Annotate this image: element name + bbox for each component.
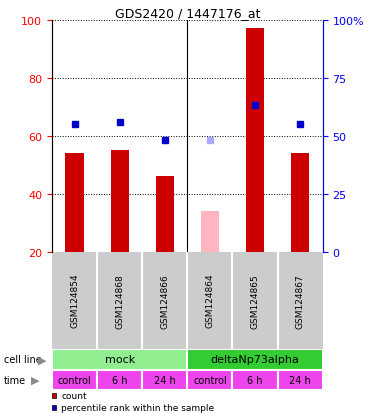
Text: 6 h: 6 h bbox=[247, 375, 263, 385]
Text: 24 h: 24 h bbox=[289, 375, 311, 385]
Text: 6 h: 6 h bbox=[112, 375, 127, 385]
Text: control: control bbox=[58, 375, 91, 385]
Text: GSM124865: GSM124865 bbox=[250, 273, 260, 328]
Text: percentile rank within the sample: percentile rank within the sample bbox=[62, 403, 214, 412]
Bar bbox=[201, 211, 219, 252]
Bar bbox=[246, 29, 264, 252]
Text: ▶: ▶ bbox=[31, 375, 39, 385]
Text: GSM124866: GSM124866 bbox=[160, 273, 169, 328]
Text: 24 h: 24 h bbox=[154, 375, 175, 385]
Bar bbox=[233, 370, 278, 390]
Bar bbox=[111, 151, 129, 252]
Bar bbox=[156, 177, 174, 252]
Text: GSM124864: GSM124864 bbox=[206, 273, 214, 328]
Text: deltaNp73alpha: deltaNp73alpha bbox=[211, 354, 299, 364]
Title: GDS2420 / 1447176_at: GDS2420 / 1447176_at bbox=[115, 7, 260, 19]
Bar bbox=[278, 370, 323, 390]
Text: ▶: ▶ bbox=[39, 354, 47, 364]
Text: control: control bbox=[193, 375, 227, 385]
Bar bbox=[187, 370, 233, 390]
Bar bbox=[97, 370, 142, 390]
Text: mock: mock bbox=[105, 354, 135, 364]
Bar bbox=[142, 370, 187, 390]
Text: GSM124867: GSM124867 bbox=[296, 273, 305, 328]
Text: cell line: cell line bbox=[4, 354, 42, 364]
Text: count: count bbox=[62, 391, 87, 400]
Bar bbox=[52, 349, 187, 370]
Bar bbox=[187, 349, 323, 370]
Bar bbox=[291, 154, 309, 252]
Text: time: time bbox=[4, 375, 26, 385]
Bar bbox=[52, 370, 97, 390]
Text: GSM124854: GSM124854 bbox=[70, 273, 79, 328]
Text: GSM124868: GSM124868 bbox=[115, 273, 124, 328]
Bar bbox=[66, 154, 83, 252]
